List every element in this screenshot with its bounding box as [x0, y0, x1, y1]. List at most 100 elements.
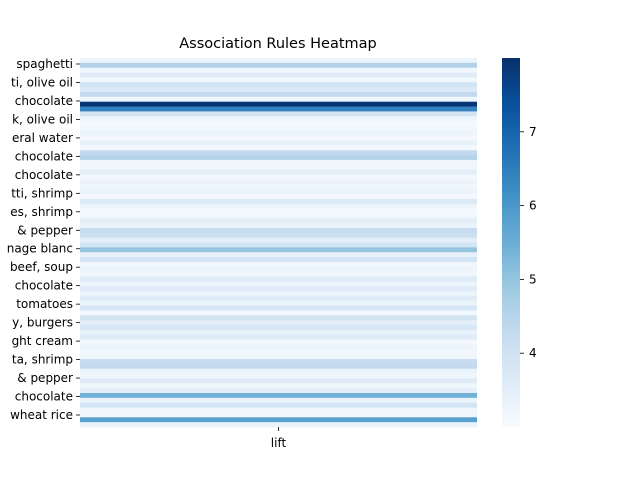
y-tick-label: & pepper	[17, 223, 73, 237]
heatmap-cell	[80, 96, 477, 103]
heatmap-cell	[80, 179, 477, 185]
heatmap-cell	[80, 422, 477, 428]
heatmap-cell	[80, 373, 477, 379]
y-tick-label: chocolate	[15, 390, 73, 404]
heatmap-cell	[80, 339, 477, 345]
heatmap-cell	[80, 276, 477, 282]
heatmap-cell	[80, 125, 477, 132]
heatmap-cell	[80, 67, 477, 73]
heatmap-cell	[80, 368, 477, 374]
y-tick-label: nage blanc	[7, 242, 73, 256]
y-tick-labels: spaghetti ti, olive oil chocolate k, olive …	[7, 57, 80, 422]
heatmap-cell	[80, 140, 477, 146]
heatmap-cell	[80, 242, 477, 248]
heatmap-cell	[80, 310, 477, 316]
heatmap-cell	[80, 378, 477, 384]
heatmap-cell	[80, 72, 477, 78]
heatmap-cell	[80, 62, 477, 69]
heatmap-cell	[80, 363, 477, 370]
heatmap-cell	[80, 91, 477, 98]
y-tick-label: tomatoes	[16, 297, 73, 311]
heatmap-cell	[80, 412, 477, 418]
heatmap-cell	[80, 261, 477, 268]
heatmap-cell	[80, 193, 477, 200]
heatmap-cell	[80, 247, 477, 253]
heatmap-cell	[80, 121, 477, 127]
colorbar-tick-label: 6	[529, 199, 537, 213]
heatmap-cell	[80, 252, 477, 258]
heatmap-cell	[80, 383, 477, 389]
y-tick-label: chocolate	[15, 149, 73, 163]
heatmap-cell	[80, 393, 477, 399]
heatmap-cell	[80, 266, 477, 273]
y-tick-label: es, shrimp	[10, 205, 73, 219]
heatmap-cell	[80, 257, 477, 263]
heatmap-cell	[80, 397, 477, 404]
heatmap-cell	[80, 334, 477, 341]
heatmap-cell	[80, 87, 477, 93]
colorbar-ticks: 4 5 6 7	[520, 125, 537, 360]
heatmap-cell	[80, 232, 477, 239]
heatmap-cell	[80, 159, 477, 166]
heatmap-cell	[80, 344, 477, 350]
heatmap-cell	[80, 359, 477, 365]
heatmap-cell	[80, 218, 477, 224]
heatmap-cell	[80, 189, 477, 195]
heatmap-cell	[80, 150, 477, 156]
heatmap-cell	[80, 291, 477, 297]
x-tick-labels: lift	[271, 427, 287, 450]
x-tick-label: lift	[271, 436, 287, 450]
heatmap-cell	[80, 155, 477, 161]
y-tick-label: & pepper	[17, 371, 73, 385]
heatmap-cell	[80, 325, 477, 331]
y-tick-label: tti, shrimp	[11, 186, 73, 200]
heatmap-cell	[80, 349, 477, 355]
heatmap-cell	[80, 329, 477, 336]
y-tick-label: ti, olive oil	[11, 75, 73, 89]
heatmap-cell	[80, 203, 477, 209]
heatmap-cell	[80, 174, 477, 180]
y-tick-label: y, burgers	[12, 316, 73, 330]
y-tick-label: spaghetti	[16, 57, 73, 71]
heatmap-cell	[80, 101, 477, 107]
heatmap-cell	[80, 198, 477, 205]
y-tick-label: k, olive oil	[12, 112, 73, 126]
colorbar-tick-label: 7	[529, 125, 537, 139]
heatmap-cell	[80, 208, 477, 214]
colorbar: 4 5 6 7	[502, 58, 537, 427]
heatmap-cell	[80, 58, 477, 64]
colorbar-tick-label: 4	[529, 346, 537, 360]
heatmap-cells	[80, 58, 477, 428]
chart-title: Association Rules Heatmap	[179, 36, 377, 52]
heatmap-cell	[80, 213, 477, 219]
heatmap-cell	[80, 295, 477, 302]
y-tick-label: chocolate	[15, 279, 73, 293]
heatmap-cell	[80, 305, 477, 311]
colorbar-gradient	[502, 58, 520, 427]
heatmap-cell	[80, 286, 477, 292]
heatmap-cell	[80, 184, 477, 190]
heatmap-cell	[80, 116, 477, 122]
y-tick-label: beef, soup	[10, 260, 73, 274]
y-tick-label: ta, shrimp	[12, 353, 73, 367]
heatmap-cell	[80, 164, 477, 171]
heatmap-cell	[80, 354, 477, 360]
heatmap-cell	[80, 300, 477, 307]
heatmap-cell	[80, 402, 477, 408]
heatmap-cell	[80, 111, 477, 117]
heatmap-cell	[80, 135, 477, 141]
heatmap-cell	[80, 271, 477, 277]
y-tick-label: chocolate	[15, 168, 73, 182]
heatmap-cell	[80, 227, 477, 234]
heatmap-cell	[80, 223, 477, 229]
heatmap-cell	[80, 145, 477, 151]
heatmap-cell	[80, 320, 477, 326]
y-tick-label: eral water	[12, 131, 73, 145]
heatmap-cell	[80, 169, 477, 175]
heatmap-cell	[80, 281, 477, 287]
heatmap-cell	[80, 237, 477, 243]
y-tick-label: ght cream	[12, 334, 73, 348]
y-tick-label: chocolate	[15, 94, 73, 108]
heatmap-cell	[80, 417, 477, 423]
heatmap-cell	[80, 77, 477, 83]
